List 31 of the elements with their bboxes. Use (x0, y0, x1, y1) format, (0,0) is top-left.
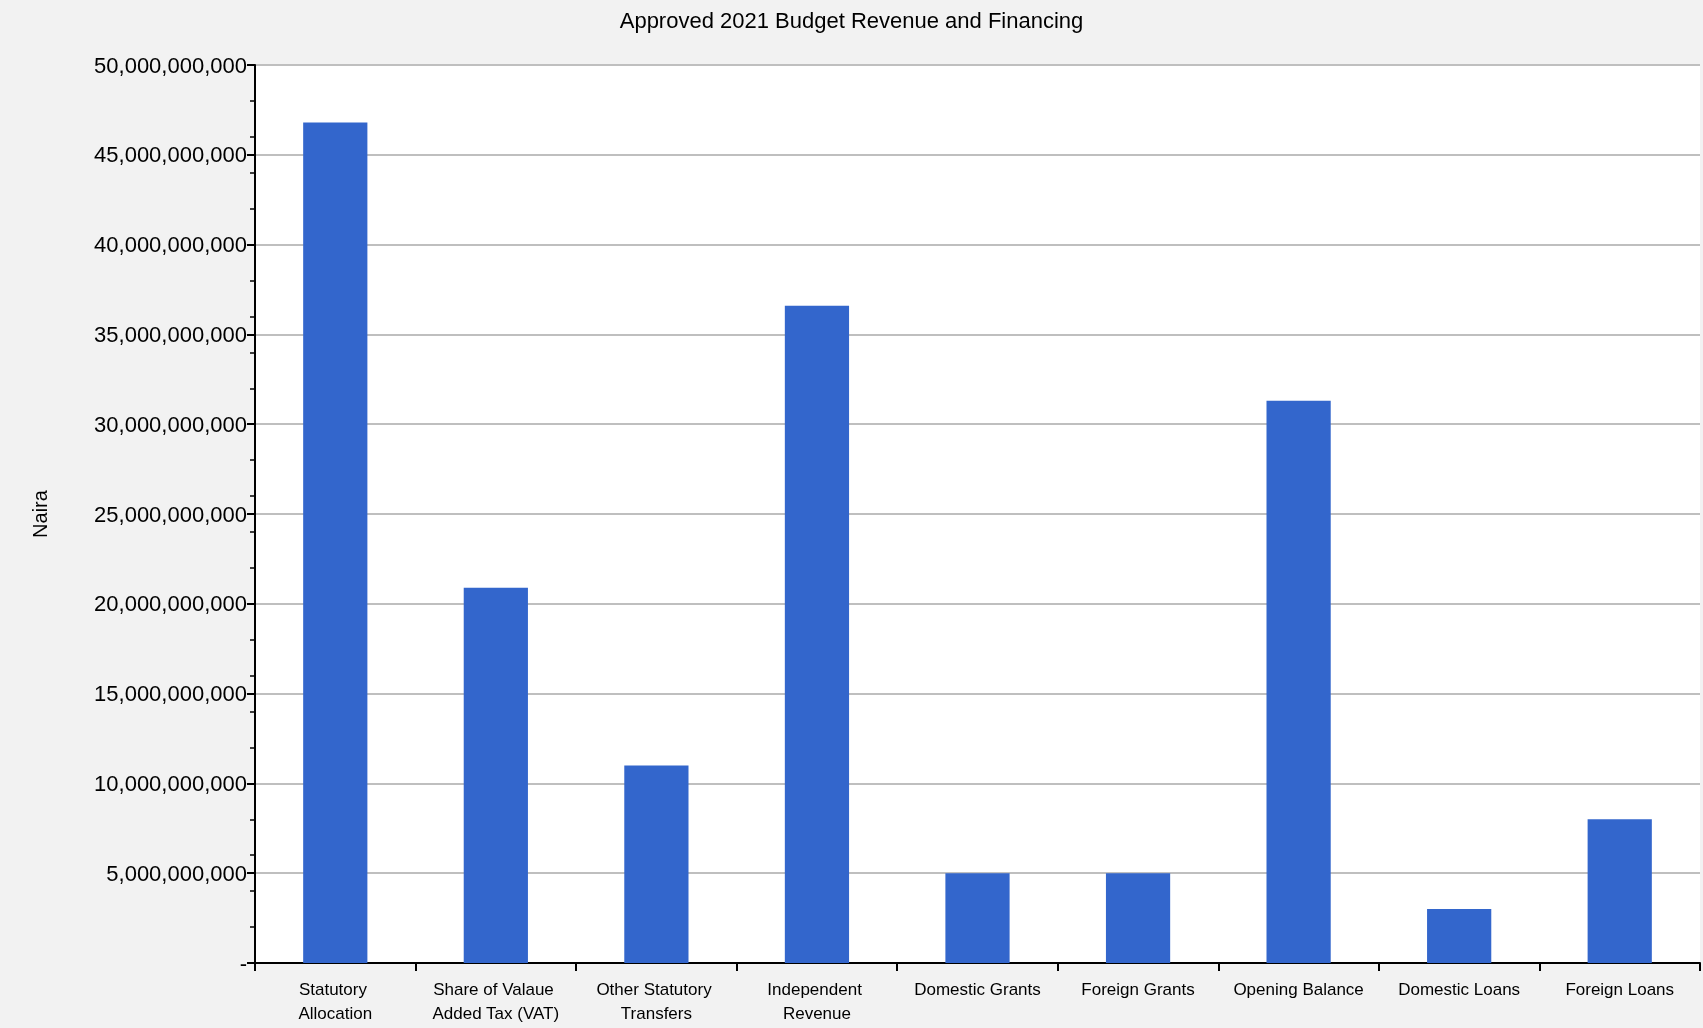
y-tick-label: 25,000,000,000 (94, 501, 247, 527)
y-tick-label: 20,000,000,000 (94, 591, 247, 617)
x-tick-label: Opening Balance (1233, 979, 1364, 999)
bar (303, 122, 368, 963)
bar (463, 587, 528, 963)
x-tick-label: Foreign Loans (1565, 979, 1675, 999)
bar (1266, 400, 1331, 963)
x-tick-label: Share of Valaue Added Tax (VAT) (432, 979, 560, 1023)
y-tick-label: 50,000,000,000 (94, 52, 247, 78)
x-tick-label: Other Statutory Transfers (596, 979, 717, 1023)
y-tick-label: 30,000,000,000 (94, 411, 247, 437)
bar (945, 873, 1010, 963)
chart-title: Approved 2021 Budget Revenue and Financing (619, 7, 1084, 33)
y-tick-label: 40,000,000,000 (94, 232, 247, 258)
x-tick-label: Domestic Grants (914, 979, 1041, 999)
y-tick-label: 5,000,000,000 (106, 860, 247, 886)
y-tick-label: 45,000,000,000 (94, 142, 247, 168)
x-tick-label: Domestic Loans (1398, 979, 1521, 999)
bar (784, 305, 850, 963)
x-tick-label: Statutory Allocation (298, 979, 373, 1023)
x-tick-label: Independent Revenue (767, 979, 867, 1023)
bar (1105, 873, 1171, 963)
y-axis-title: Naira (29, 489, 51, 538)
bar (624, 765, 689, 963)
y-tick-label: 35,000,000,000 (94, 321, 247, 347)
y-tick-label: - (239, 950, 247, 976)
bar (1427, 909, 1492, 963)
y-tick-label: 10,000,000,000 (94, 770, 247, 796)
x-tick-label: Foreign Grants (1081, 979, 1195, 999)
bar (1587, 819, 1652, 963)
y-tick-label: 15,000,000,000 (94, 681, 247, 707)
